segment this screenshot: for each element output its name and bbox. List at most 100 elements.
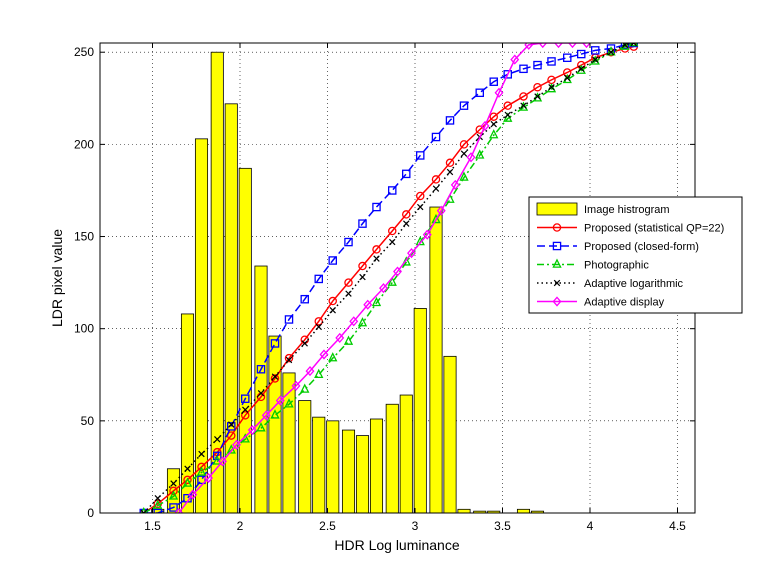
series-5-marker <box>261 410 271 421</box>
histogram-bar <box>194 138 209 513</box>
series-4-marker <box>548 84 555 91</box>
series-1-marker <box>431 175 441 184</box>
series-3-marker <box>629 43 639 47</box>
y-tick-label: 0 <box>87 506 94 520</box>
histogram-bar <box>399 394 413 513</box>
legend-swatch-histogram <box>536 202 578 216</box>
x-tick-label: 2.5 <box>319 519 336 533</box>
series-3-marker <box>590 55 600 65</box>
series-2-marker <box>270 339 280 348</box>
histogram-bar <box>355 435 370 513</box>
histogram-bar <box>312 416 326 513</box>
series-3-marker <box>489 129 499 139</box>
series-5-marker <box>275 395 285 406</box>
series-3-marker <box>284 398 294 408</box>
series-3-marker <box>270 409 280 419</box>
series-5-marker <box>305 365 315 377</box>
series-4-marker <box>607 48 615 56</box>
series-1-marker <box>169 486 178 496</box>
x-tick-label: 4.5 <box>669 519 686 533</box>
series-1-marker <box>489 112 498 121</box>
series-2-marker <box>591 46 600 55</box>
series-3-marker <box>503 112 513 122</box>
y-tick-label: 100 <box>74 322 94 336</box>
series-line-5 <box>178 43 587 513</box>
legend-label-5: Adaptive display <box>584 297 665 309</box>
histogram-bar <box>385 403 399 513</box>
series-3-marker <box>314 368 324 379</box>
series-5-marker <box>422 229 432 240</box>
series-5-marker <box>538 43 548 49</box>
series-5-marker <box>319 349 329 360</box>
series-2-marker <box>489 77 498 86</box>
series-4-marker <box>345 290 352 297</box>
series-1-marker <box>240 411 250 420</box>
series-1-marker <box>459 140 469 149</box>
series-2-marker <box>372 202 381 212</box>
y-tick-label: 200 <box>74 137 94 151</box>
histogram-bar <box>268 335 282 513</box>
series-3-marker <box>168 490 179 500</box>
legend-label-4: Adaptive logarithmic <box>584 278 684 290</box>
series-4-marker <box>446 168 454 176</box>
axis-ticks: 1.5 2 2.5 3 3.5 4 4.5 0 50 100 150 200 250 <box>74 43 695 533</box>
x-tick-label: 2 <box>237 519 244 533</box>
series-3-marker <box>371 296 382 307</box>
series-4-marker <box>564 74 571 82</box>
series-4-marker <box>578 65 585 73</box>
series-1-marker <box>519 92 528 101</box>
series-4-marker <box>285 356 293 364</box>
series-5-marker <box>379 283 388 294</box>
series-1-marker <box>314 317 323 326</box>
series-1-marker <box>372 245 381 254</box>
series-4-marker <box>417 203 424 211</box>
histogram-bar <box>516 508 531 513</box>
series-2-marker <box>547 57 556 66</box>
series-3-marker <box>153 499 163 509</box>
series-4-marker <box>520 102 527 109</box>
series-3-marker <box>343 335 354 345</box>
x-tick-label: 3.5 <box>494 519 511 533</box>
series-1-marker <box>284 353 294 363</box>
series-3-marker <box>431 213 441 224</box>
y-tick-label: 250 <box>74 45 94 59</box>
series-4-marker <box>214 436 221 443</box>
series-4-marker <box>315 323 322 331</box>
legend-label-1: Proposed (statistical QP=22) <box>584 223 724 235</box>
series-2-marker <box>445 116 455 125</box>
series-5-marker <box>218 456 227 467</box>
series-3-marker <box>182 477 193 487</box>
series-5-marker <box>436 205 446 216</box>
series-4-marker <box>621 43 629 49</box>
series-4-marker <box>432 185 440 192</box>
series-3-marker <box>518 101 529 111</box>
series-3-marker <box>357 317 368 327</box>
x-tick-label: 3 <box>412 519 419 533</box>
series-3-marker <box>387 276 397 286</box>
legend-label-histogram: Image histrogram <box>584 204 670 216</box>
series-line-3 <box>143 43 635 513</box>
series-1-marker <box>328 296 337 306</box>
series-5-marker <box>247 424 257 436</box>
series-2-marker <box>577 49 586 59</box>
legend-marker-2 <box>552 241 562 251</box>
histogram-bar <box>326 420 340 513</box>
series-2-marker <box>503 70 512 79</box>
histogram-bar <box>210 51 224 513</box>
series-4-marker <box>184 465 191 472</box>
series-1-marker <box>197 462 206 472</box>
series-3-marker <box>532 92 543 102</box>
histogram-bar <box>429 206 443 513</box>
series-line-4 <box>143 43 634 513</box>
series-5-marker <box>407 248 416 259</box>
series-4-marker <box>271 373 279 380</box>
series-4-marker <box>359 273 366 281</box>
series-4-marker <box>373 255 380 262</box>
series-5-marker <box>204 472 213 484</box>
x-tick-label: 4 <box>587 519 594 533</box>
series-4-marker <box>140 509 147 513</box>
series-2-marker <box>387 186 397 195</box>
histogram-bar <box>238 167 252 513</box>
series-2-marker <box>284 315 294 324</box>
